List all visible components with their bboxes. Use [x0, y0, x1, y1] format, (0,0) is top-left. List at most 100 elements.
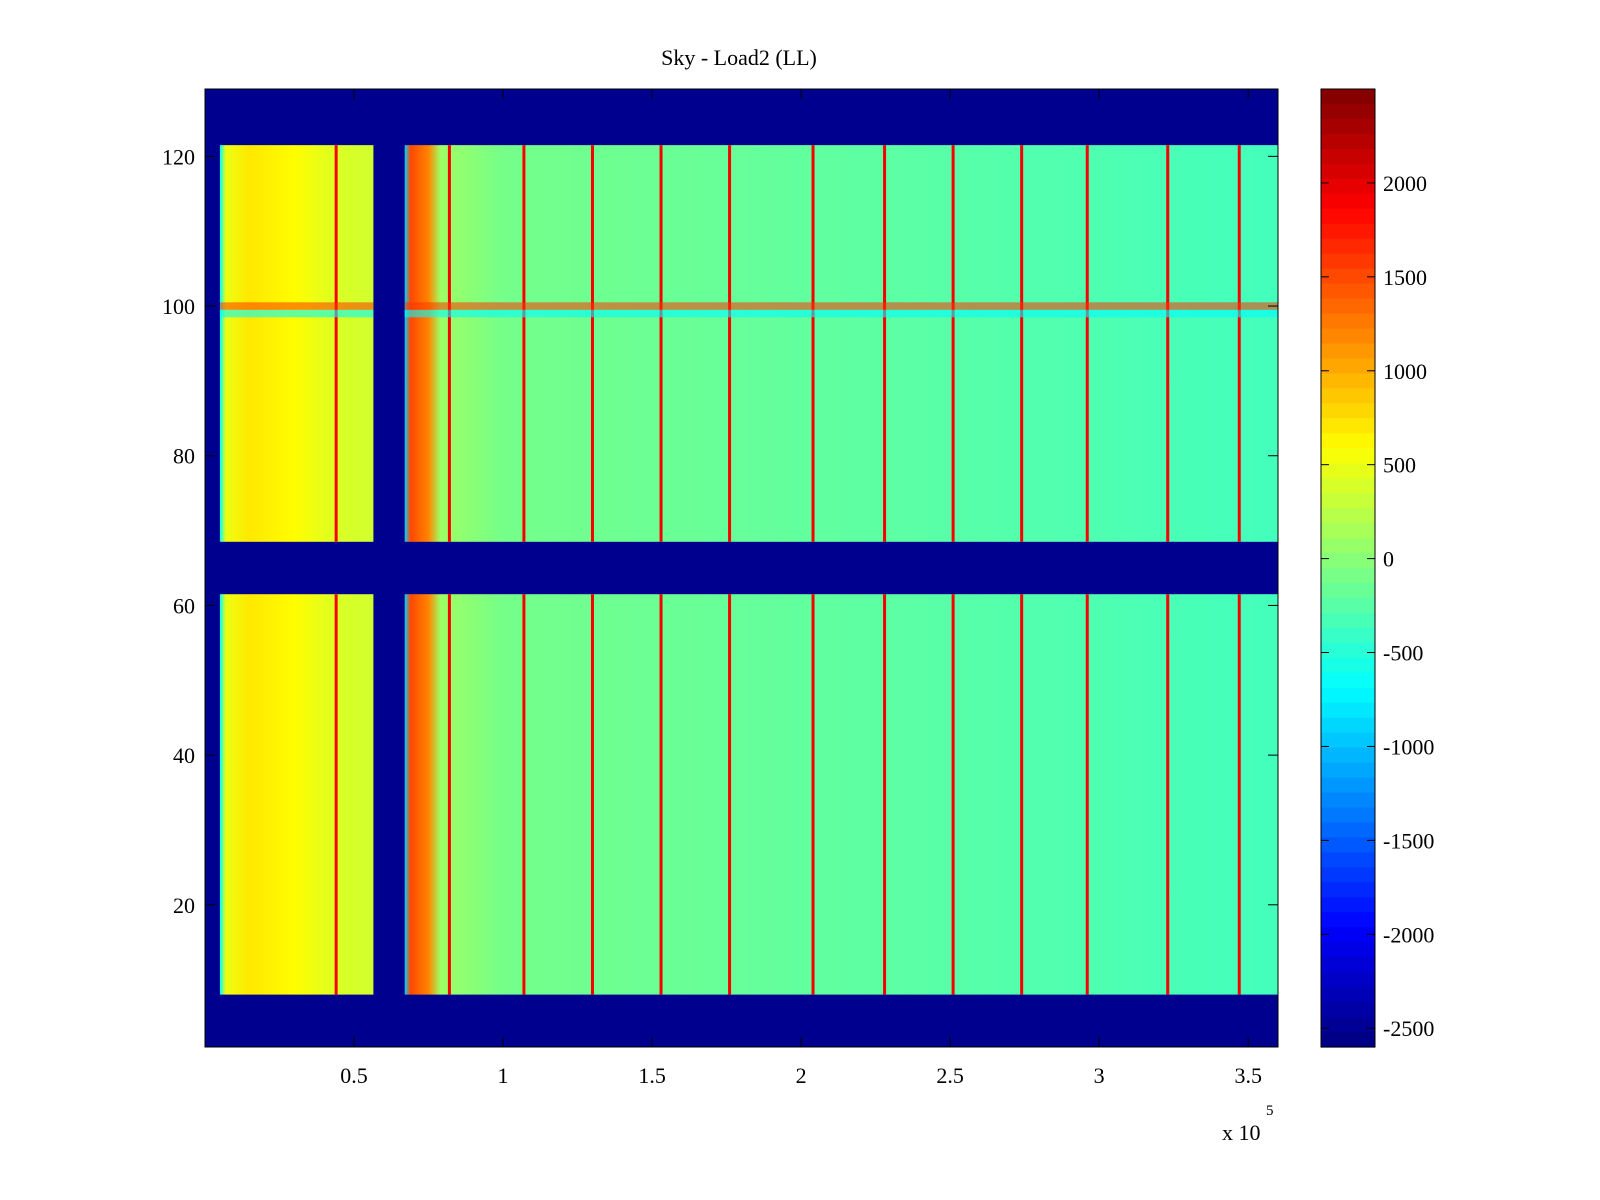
heatmap-cool-row: [404, 309, 1278, 318]
colorbar-tick-label: 500: [1383, 453, 1416, 478]
heatmap-stripe: [522, 145, 526, 542]
colorbar-cell: [1321, 373, 1375, 389]
colorbar-cell: [1321, 822, 1375, 839]
colorbar-cell: [1321, 597, 1375, 614]
y-tick-label: 120: [162, 144, 195, 169]
heatmap-stripe: [811, 145, 815, 542]
colorbar-tick-label: 1000: [1383, 359, 1427, 384]
colorbar-cell: [1321, 987, 1375, 1003]
colorbar-cell: [1321, 702, 1375, 719]
heatmap-stripe: [1020, 594, 1024, 995]
colorbar-cell: [1321, 687, 1375, 704]
heatmap-stripe: [883, 145, 887, 542]
colorbar-cell: [1321, 523, 1375, 539]
heatmap-stripe: [590, 594, 594, 995]
heatmap-highlight-rows: [219, 302, 1278, 318]
colorbar-cell: [1321, 448, 1375, 464]
colorbar-cell: [1321, 89, 1375, 105]
colorbar-cell: [1321, 193, 1375, 210]
colorbar-cell: [1321, 747, 1375, 764]
plot-frame: [204, 88, 1279, 1048]
heatmap-stripe: [728, 594, 732, 995]
colorbar-cell: [1321, 807, 1375, 824]
colorbar-cell: [1321, 328, 1375, 345]
x-axis-exponent-power: 5: [1266, 1103, 1274, 1119]
heatmap-band: [219, 145, 374, 542]
x-tick-label: 2.5: [936, 1063, 964, 1088]
heatmap-stripe: [447, 145, 451, 542]
colorbar-cell: [1321, 148, 1375, 165]
colorbar-cell: [1321, 478, 1375, 494]
colorbar-cell: [1321, 672, 1375, 689]
colorbar-cell: [1321, 253, 1375, 270]
colorbar: 2000 1500 1000 500 0 -500 -1000 -1500 -2000 -2500: [1320, 88, 1434, 1048]
y-tick-label: 80: [173, 444, 195, 469]
heatmap-plot-area: [204, 88, 1279, 1048]
heatmap-band: [404, 145, 1278, 542]
colorbar-tick-label: -2500: [1383, 1016, 1434, 1041]
colorbar-cell: [1321, 792, 1375, 809]
x-tick-label: 2: [796, 1063, 807, 1088]
heatmap-hot-row: [404, 302, 1278, 310]
colorbar-cell: [1321, 777, 1375, 794]
colorbar-cell: [1321, 388, 1375, 404]
colorbar-frame: [1320, 88, 1376, 1048]
heatmap-stripe: [1237, 594, 1241, 995]
colorbar-cell: [1321, 1002, 1375, 1018]
heatmap-stripe: [659, 145, 663, 542]
colorbar-cell: [1321, 493, 1375, 509]
colorbar-cell: [1321, 912, 1375, 928]
colorbar-cell: [1321, 612, 1375, 629]
y-tick-label: 40: [173, 743, 195, 768]
colorbar-cell: [1321, 103, 1375, 120]
colorbar-tick-label: -1000: [1383, 734, 1434, 759]
colorbar-tick-label: -2000: [1383, 922, 1434, 947]
colorbar-cell: [1321, 867, 1375, 883]
colorbar-cell: [1321, 582, 1375, 599]
colorbar-cell: [1321, 343, 1375, 360]
heatmap-band: [219, 594, 374, 995]
colorbar-cell: [1321, 268, 1375, 285]
colorbar-cell: [1321, 418, 1375, 434]
colorbar-cell: [1321, 627, 1375, 644]
colorbar-cell: [1321, 762, 1375, 779]
colorbar-cell: [1321, 972, 1375, 988]
colorbar-tick-label: -500: [1383, 641, 1423, 666]
colorbar-cell: [1321, 717, 1375, 734]
heatmap-stripe: [1085, 594, 1089, 995]
colorbar-tick-label: 0: [1383, 547, 1394, 572]
heatmap-stripe: [447, 594, 451, 995]
x-axis: 0.5 1 1.5 2 2.5 3 3.5: [340, 89, 1262, 1088]
colorbar-tick-label: -1500: [1383, 828, 1434, 853]
colorbar-cell: [1321, 657, 1375, 674]
heatmap-stripe: [883, 594, 887, 995]
x-tick-label: 0.5: [340, 1063, 368, 1088]
heatmap-hot-row: [219, 302, 374, 310]
y-tick-label: 60: [173, 593, 195, 618]
colorbar-cell: [1321, 163, 1375, 180]
heatmap-stripe: [522, 594, 526, 995]
colorbar-ticks: 2000 1500 1000 500 0 -500 -1000 -1500 -2000 -2500: [1321, 171, 1434, 1041]
colorbar-cell: [1321, 178, 1375, 195]
colorbar-cell: [1321, 298, 1375, 315]
colorbar-cell: [1321, 463, 1375, 479]
colorbar-cell: [1321, 133, 1375, 150]
x-axis-exponent-label: x 10: [1222, 1120, 1261, 1145]
heatmap-bands: [219, 145, 1278, 995]
y-tick-label: 100: [162, 294, 195, 319]
heatmap-stripe: [590, 145, 594, 542]
heatmap-stripe: [334, 145, 338, 542]
heatmap-cool-row: [219, 309, 374, 318]
heatmap-stripe: [1237, 145, 1241, 542]
colorbar-cell: [1321, 568, 1375, 584]
colorbar-cell: [1321, 538, 1375, 554]
x-tick-label: 3: [1094, 1063, 1105, 1088]
colorbar-cell: [1321, 942, 1375, 958]
colorbar-cell: [1321, 897, 1375, 913]
colorbar-cell: [1321, 852, 1375, 868]
colorbar-cell: [1321, 957, 1375, 973]
colorbar-cell: [1321, 238, 1375, 255]
colorbar-cell: [1321, 553, 1375, 569]
colorbar-cell: [1321, 1017, 1375, 1033]
colorbar-cell: [1321, 403, 1375, 419]
